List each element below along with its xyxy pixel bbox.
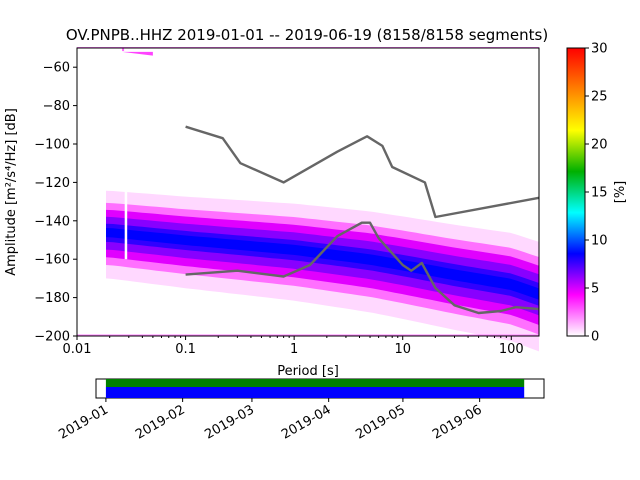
y-axis-label: Amplitude [m²/s⁴/Hz] [dB] [4, 108, 19, 276]
data-availability-bar: 2019-01 2019-02 2019-03 2019-04 2019-05 2019-… [56, 378, 545, 443]
colorbar-tick-label: 15 [591, 186, 608, 201]
y-tick-label: −200 [34, 330, 70, 345]
psd-band-layer [106, 228, 539, 300]
x-tick-label: 0.01 [63, 342, 92, 357]
plot-frame [76, 47, 540, 337]
colorbar-scale [566, 47, 586, 337]
x-tick-label: 0.1 [175, 342, 196, 357]
colorbar-label: [%] [613, 181, 628, 204]
availability-data-strip [105, 387, 525, 398]
noise-model-lines [185, 125, 540, 315]
x-tick-label: 10 [394, 342, 411, 357]
y-tick-label: −160 [34, 253, 70, 268]
low-noise-model-line [185, 221, 540, 315]
y-axis-ticks: −60 −80 −100 −120 −140 −160 −180 −200 [34, 61, 77, 345]
availability-tick-label: 2019-02 [133, 402, 188, 442]
colorbar: 0 5 10 15 20 25 30 [%] [566, 42, 628, 345]
availability-processed-strip [105, 379, 525, 387]
x-axis-ticks: 0.01 0.1 1 10 100 [63, 336, 524, 357]
y-tick-label: −80 [43, 99, 70, 114]
availability-tick-label: 2019-04 [279, 402, 334, 442]
plot-area: 0.01 0.1 1 10 100 −60 −80 −100 −120 −140 −160 −180… [34, 47, 540, 357]
y-tick-label: −60 [43, 61, 70, 76]
x-tick-label: 100 [499, 342, 524, 357]
colorbar-tick-label: 5 [591, 282, 599, 297]
x-axis-label: Period [s] [277, 364, 339, 379]
availability-tick-label: 2019-01 [56, 402, 111, 442]
availability-tick-label: 2019-06 [430, 402, 485, 442]
colorbar-tick-label: 20 [591, 138, 608, 153]
psd-bottom-edge-line [77, 334, 539, 336]
colorbar-tick-label: 30 [591, 42, 608, 57]
psd-top-artifact [122, 51, 153, 56]
chart-title: OV.PNPB..HHZ 2019-01-01 -- 2019-06-19 (8… [66, 26, 548, 44]
availability-date-ticks: 2019-01 2019-02 2019-03 2019-04 2019-05 2019-… [56, 398, 485, 443]
colorbar-tick-label: 0 [591, 330, 599, 345]
y-tick-label: −100 [34, 138, 70, 153]
psd-histogram-band [77, 47, 539, 352]
colorbar-tick-label: 10 [591, 234, 608, 249]
psd-gap-strip [124, 178, 128, 260]
colorbar-tick-label: 25 [591, 90, 608, 105]
colorbar-ticks: 0 5 10 15 20 25 30 [585, 42, 608, 345]
psd-top-edge-mark [122, 48, 125, 51]
y-tick-label: −180 [34, 291, 70, 306]
y-tick-label: −140 [34, 214, 70, 229]
y-tick-label: −120 [34, 176, 70, 191]
availability-tick-label: 2019-05 [353, 402, 408, 442]
high-noise-model-line [185, 125, 540, 219]
availability-tick-label: 2019-03 [202, 402, 257, 442]
x-tick-label: 1 [290, 342, 298, 357]
